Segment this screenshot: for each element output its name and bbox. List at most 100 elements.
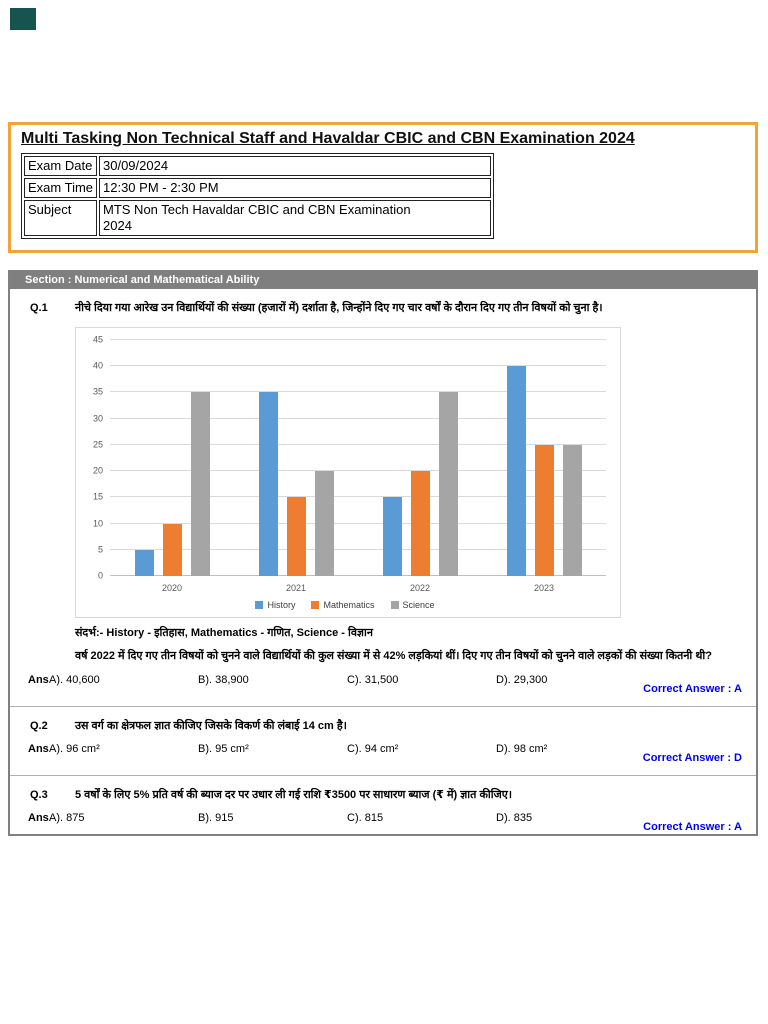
option-c: C). 815	[347, 812, 384, 824]
correct-answer-3: Correct Answer : A	[643, 821, 742, 833]
section-header: Section : Numerical and Mathematical Abi…	[10, 272, 756, 289]
exam-date-text: 30/09/2024	[103, 158, 169, 173]
logo-mark	[10, 8, 36, 30]
exam-time-row: Exam Time 12:30 PM - 2:30 PM	[24, 178, 491, 198]
legend-swatch-icon	[390, 601, 399, 609]
option-a: A). 875	[49, 812, 85, 824]
chart-legend: History Mathematics Science	[84, 600, 606, 610]
bar-science-2023	[562, 444, 582, 576]
y-tick-label: 15	[92, 491, 103, 502]
x-tick-label: 2020	[161, 583, 183, 593]
bar-cluster	[382, 340, 458, 576]
bar-cluster	[506, 340, 582, 576]
bar-history-2021	[258, 392, 278, 576]
legend-item-history: History	[255, 600, 295, 610]
x-tick-label: 2023	[533, 583, 555, 593]
y-tick-label: 40	[92, 360, 103, 371]
question-3: Q.3 5 वर्षों के लिए 5% प्रति वर्ष की ब्य…	[10, 788, 756, 834]
question-1-head: Q.1 नीचे दिया गया आरेख उन विद्यार्थियों …	[30, 301, 742, 315]
bar-cluster	[258, 340, 334, 576]
subject-text: MTS Non Tech Havaldar CBIC and CBN Exami…	[103, 202, 411, 233]
legend-item-mathematics: Mathematics	[311, 600, 375, 610]
question-2: Q.2 उस वर्ग का क्षेत्रफल ज्ञात कीजिए जिस…	[10, 719, 756, 765]
exam-time-label: Exam Time	[24, 178, 97, 198]
bar-science-2020	[190, 392, 210, 576]
chart-groups: 2020 2021 2022 2023	[110, 340, 606, 593]
question-3-text: 5 वर्षों के लिए 5% प्रति वर्ष की ब्याज द…	[75, 789, 513, 801]
gridline	[110, 575, 606, 576]
gridline	[110, 391, 606, 393]
gridline	[110, 548, 606, 550]
gridline	[110, 470, 606, 472]
legend-item-science: Science	[390, 600, 435, 610]
gridline	[110, 522, 606, 524]
question-panel: Section : Numerical and Mathematical Abi…	[8, 270, 758, 836]
subject-label: Subject	[24, 200, 97, 236]
exam-time-value: 12:30 PM - 2:30 PM	[99, 178, 491, 198]
legend-label: Science	[402, 600, 435, 610]
bar-history-2023	[506, 366, 526, 576]
bar-mathematics-2023	[534, 444, 554, 576]
exam-header: Multi Tasking Non Technical Staff and Ha…	[8, 122, 758, 253]
y-tick-label: 0	[97, 570, 103, 581]
bar-group-2022: 2022	[358, 340, 482, 593]
exam-date-row: Exam Date 30/09/2024	[24, 156, 491, 176]
answer-line-2: Ans A). 96 cm² B). 95 cm² C). 94 cm² D).…	[28, 743, 742, 765]
y-tick-label: 30	[92, 413, 103, 424]
subject-row: Subject MTS Non Tech Havaldar CBIC and C…	[24, 200, 491, 236]
bar-mathematics-2022	[410, 471, 430, 576]
divider	[10, 706, 756, 707]
option-d: D). 98 cm²	[496, 743, 548, 755]
x-tick-label: 2022	[409, 583, 431, 593]
x-tick-label: 2021	[285, 583, 307, 593]
correct-answer-1: Correct Answer : A	[643, 683, 742, 695]
ans-label: Ans	[28, 674, 49, 686]
exam-date-label: Exam Date	[24, 156, 97, 176]
reference-note: संदर्भ:- History - इतिहास, Mathematics -…	[75, 627, 373, 639]
bar-history-2020	[134, 549, 154, 576]
question-3-number: Q.3	[30, 789, 48, 801]
answer-line-3: Ans A). 875 B). 915 C). 815 D). 835 Corr…	[28, 812, 742, 834]
gridline	[110, 365, 606, 367]
divider	[10, 775, 756, 776]
legend-swatch-icon	[255, 601, 264, 609]
bar-science-2022	[438, 392, 458, 576]
question-1-text: नीचे दिया गया आरेख उन विद्यार्थियों की स…	[75, 302, 603, 314]
bar-group-2020: 2020	[110, 340, 234, 593]
y-tick-label: 35	[92, 386, 103, 397]
chart-y-axis: 0 5 10 15 20 25 30 35 40 45	[84, 335, 110, 580]
option-b: B). 38,900	[198, 674, 249, 686]
chart-area: 0 5 10 15 20 25 30 35 40 45 2020 2021 2022 2023	[84, 335, 606, 593]
ans-label: Ans	[28, 812, 49, 824]
bar-mathematics-2020	[162, 523, 182, 576]
gridline	[110, 417, 606, 419]
page-title: Multi Tasking Non Technical Staff and Ha…	[21, 130, 635, 147]
question-1: Q.1 नीचे दिया गया आरेख उन विद्यार्थियों …	[10, 301, 756, 696]
bar-group-2023: 2023	[482, 340, 606, 593]
option-c: C). 94 cm²	[347, 743, 399, 755]
subject-value: MTS Non Tech Havaldar CBIC and CBN Exami…	[99, 200, 491, 236]
exam-info-table: Exam Date 30/09/2024 Exam Time 12:30 PM …	[21, 153, 494, 239]
option-d: D). 835	[496, 812, 533, 824]
option-a: A). 40,600	[49, 674, 100, 686]
answer-line-1: Ans A). 40,600 B). 38,900 C). 31,500 D).…	[28, 674, 742, 696]
y-tick-label: 45	[92, 334, 103, 345]
gridline	[110, 339, 606, 340]
legend-label: History	[267, 600, 296, 610]
correct-answer-2: Correct Answer : D	[642, 752, 742, 764]
option-b: B). 915	[198, 812, 234, 824]
bar-history-2022	[382, 497, 402, 576]
y-tick-label: 20	[92, 465, 103, 476]
option-d: D). 29,300	[496, 674, 548, 686]
question-2-number: Q.2	[30, 720, 48, 732]
exam-date-value: 30/09/2024	[99, 156, 491, 176]
question-1-number: Q.1	[30, 302, 48, 314]
bar-mathematics-2021	[286, 497, 306, 576]
option-b: B). 95 cm²	[198, 743, 249, 755]
y-tick-label: 25	[92, 439, 103, 450]
ans-label: Ans	[28, 743, 49, 755]
option-c: C). 31,500	[347, 674, 399, 686]
bar-science-2021	[314, 471, 334, 576]
chart-plot: 2020 2021 2022 2023	[110, 339, 606, 593]
question-1-text-2: वर्ष 2022 में दिए गए तीन विषयों को चुनने…	[75, 650, 712, 662]
